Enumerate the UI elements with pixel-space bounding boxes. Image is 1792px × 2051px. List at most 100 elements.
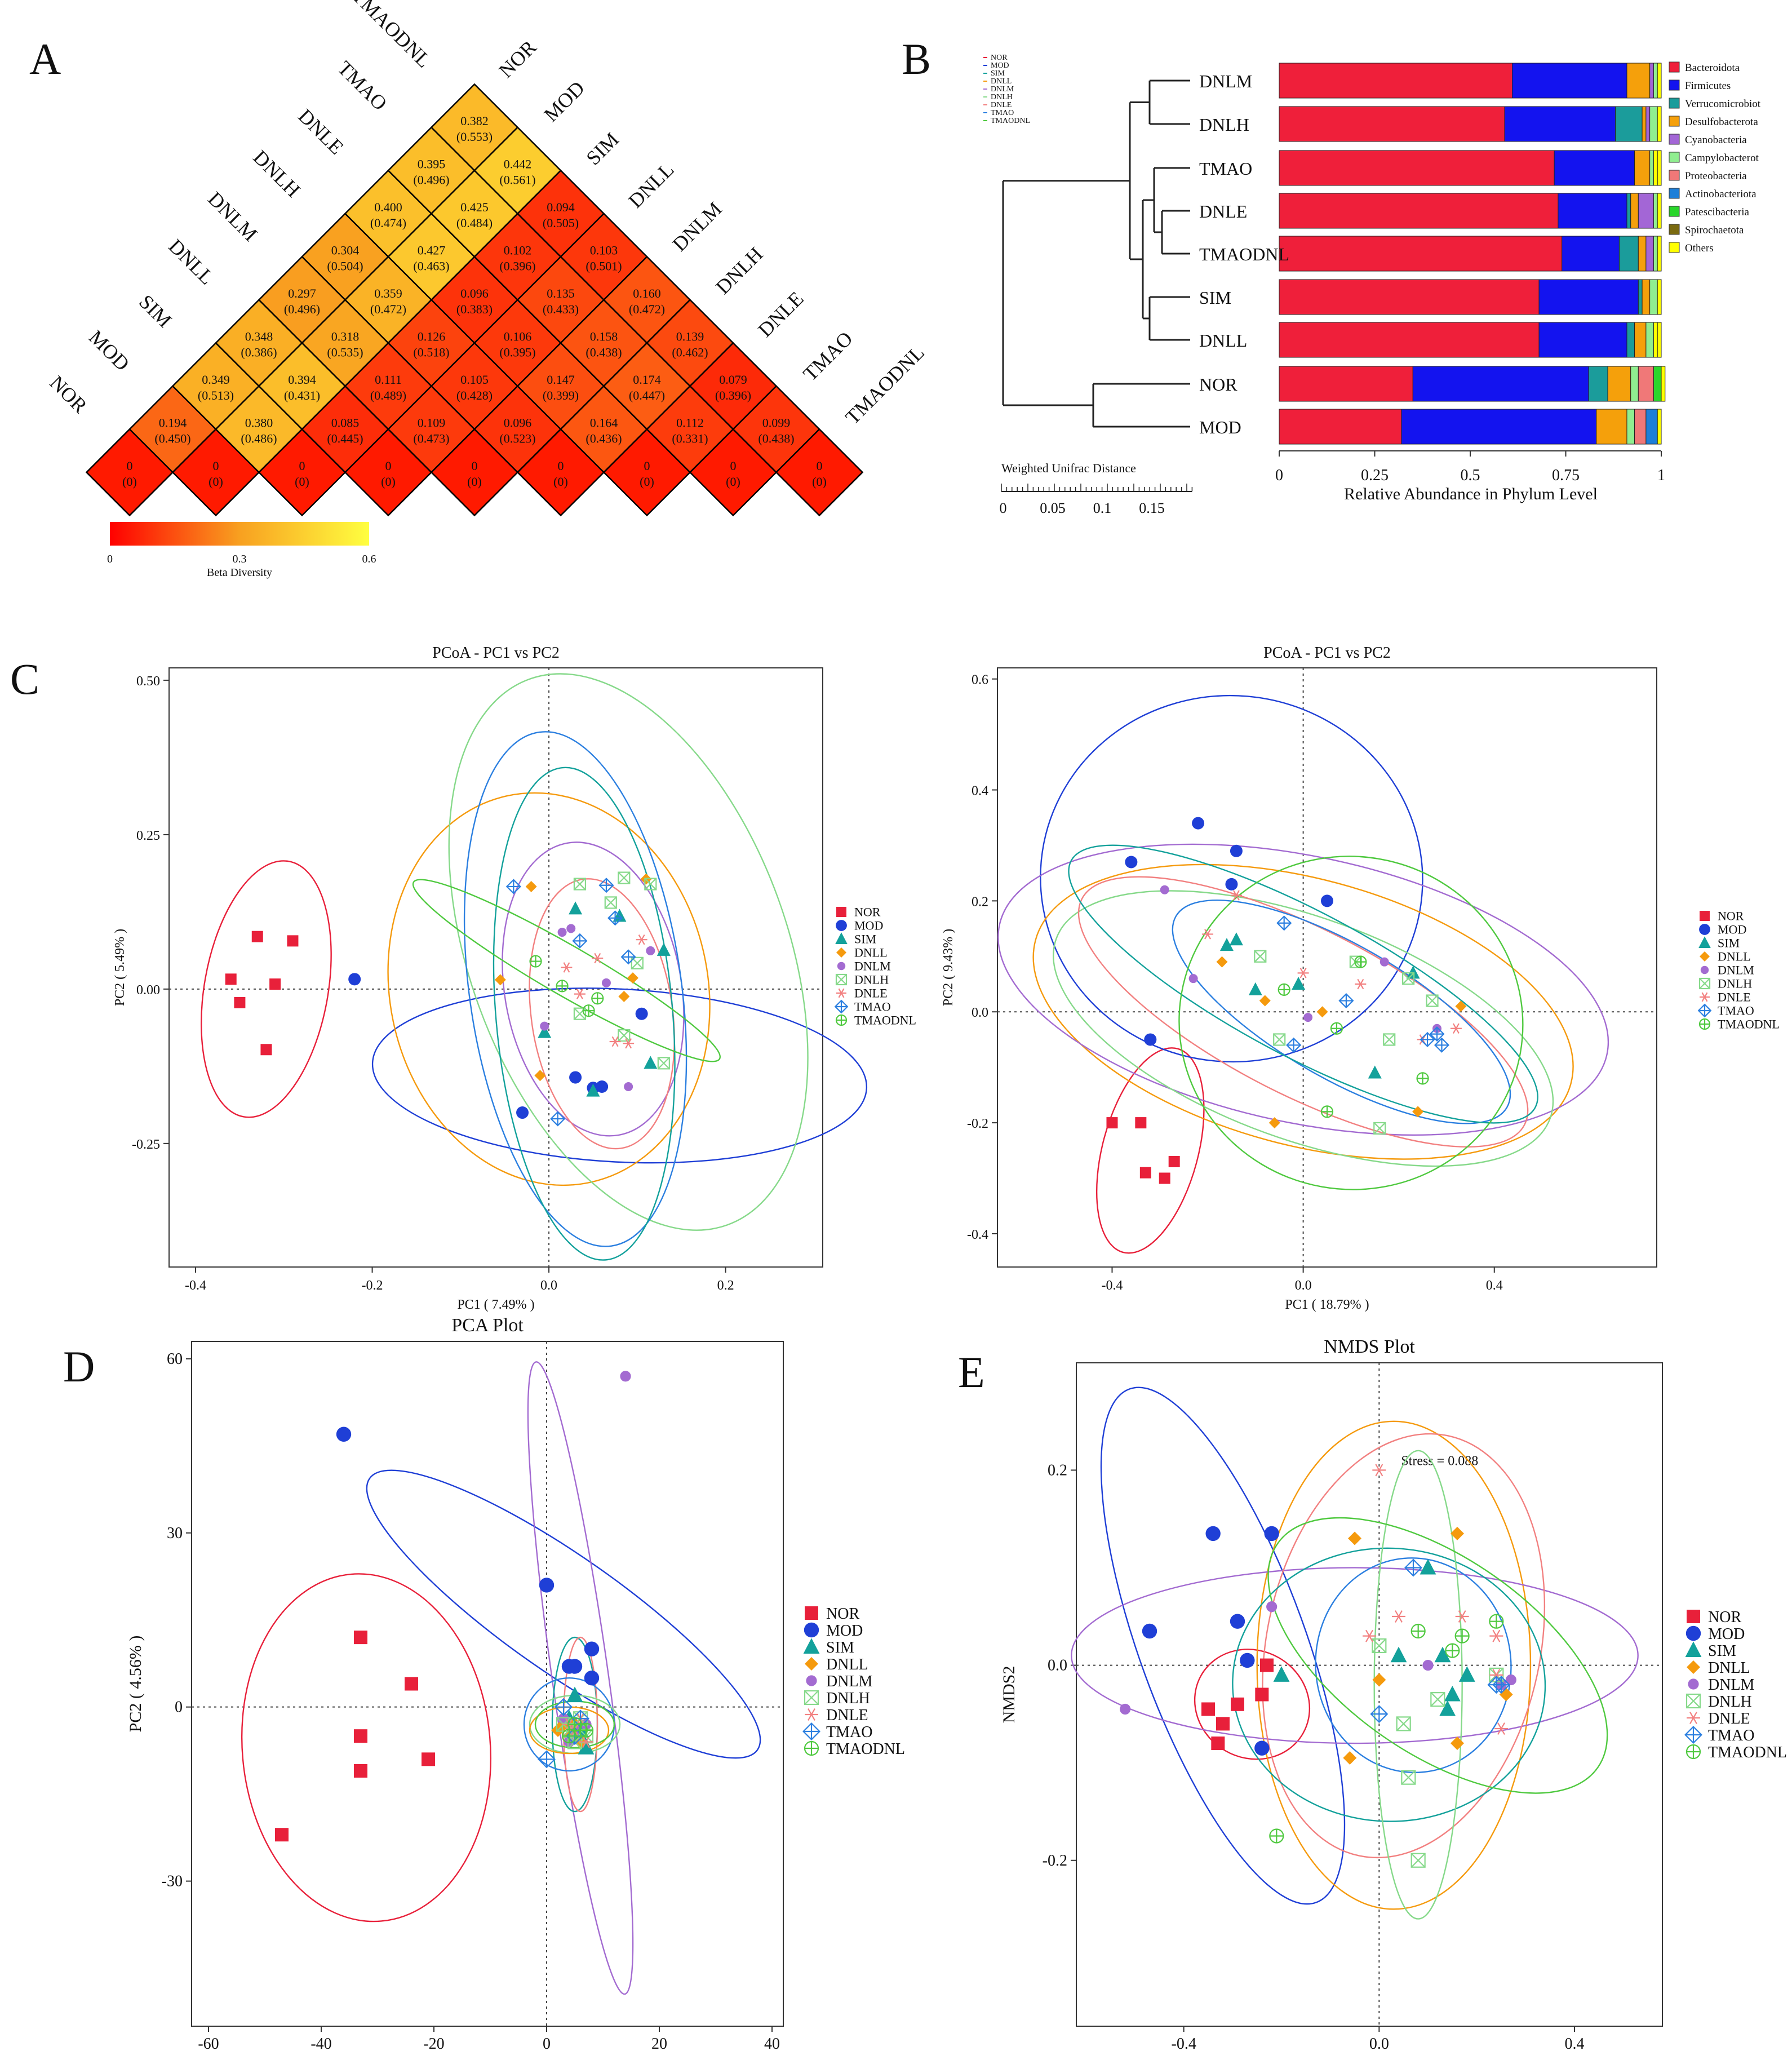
bar-segment xyxy=(1638,279,1643,315)
marker-triangle xyxy=(1273,1666,1290,1682)
legend-label: Bacteroidota xyxy=(1685,62,1740,74)
x-tick-label: 0.25 xyxy=(1361,467,1389,484)
y-tick-label: -0.4 xyxy=(967,1228,988,1242)
legend-label: DNLL xyxy=(1708,1659,1750,1677)
x-tick-label: 0.4 xyxy=(1565,2035,1585,2051)
marker-triangle xyxy=(1434,1646,1451,1663)
heatmap-cell-sd: (0.438) xyxy=(758,432,794,446)
marker-triangle xyxy=(566,1686,583,1703)
marker-circle-plus-cross xyxy=(1321,1106,1333,1118)
plot-title: NMDS Plot xyxy=(1324,1336,1415,1357)
marker-circle-plus-cross xyxy=(1489,1614,1503,1628)
legend-label: DNLM xyxy=(1718,963,1754,977)
colorbar-tick: 0.3 xyxy=(233,553,247,565)
marker-triangle xyxy=(1406,965,1420,979)
marker-asterisk xyxy=(1455,1610,1469,1623)
plot-frame xyxy=(997,667,1657,1268)
panel-letter-a: A xyxy=(29,34,61,83)
heatmap-cell-value: 0.094 xyxy=(547,200,575,214)
marker-square xyxy=(405,1677,418,1691)
x-tick-label: 0 xyxy=(1275,467,1283,484)
legend-label: DNLE xyxy=(1718,990,1751,1004)
marker-asterisk xyxy=(1392,1610,1405,1623)
heatmap-cell-value: 0 xyxy=(385,459,392,473)
marker-circle xyxy=(516,1106,529,1119)
confidence-ellipse-nor xyxy=(201,860,332,1118)
heatmap-cell-sd: (0.383) xyxy=(456,302,493,316)
legend-label: DNLH xyxy=(854,973,889,987)
marker-triangle xyxy=(1368,1065,1382,1079)
bar-segment xyxy=(1645,409,1658,445)
heatmap-cell-value: 0.112 xyxy=(676,416,704,430)
x-tick-label: -60 xyxy=(198,2035,219,2051)
heatmap-cell-sd: (0.474) xyxy=(370,216,406,230)
bar-segment xyxy=(1615,106,1643,142)
heatmap-cell-sd: (0.561) xyxy=(499,173,535,187)
y-axis-label: PC2 ( 5.49% ) xyxy=(113,929,127,1006)
confidence-ellipse-dnle xyxy=(1077,876,1529,1148)
bar-segment xyxy=(1638,236,1647,272)
bar-segment xyxy=(1653,322,1658,358)
panel-letter-c: C xyxy=(10,654,40,703)
x-tick-label: 0.0 xyxy=(540,1278,557,1293)
confidence-ellipse-tmaodnl xyxy=(412,879,721,1062)
marker-circle-plus-cross xyxy=(836,1015,846,1025)
confidence-ellipse-dnlh xyxy=(448,673,809,1231)
marker-circle-plus-cross xyxy=(592,993,604,1004)
marker-triangle xyxy=(1390,1646,1407,1663)
x-tick-label: -20 xyxy=(423,2035,444,2051)
marker-asterisk xyxy=(609,1036,621,1047)
y-tick-label: 0.00 xyxy=(136,983,160,998)
legend-label: Actinobacteriota xyxy=(1685,188,1756,200)
legend-label: MOD xyxy=(826,1622,863,1640)
marker-square xyxy=(836,907,846,917)
legend-label: TMAO xyxy=(854,1000,891,1014)
bar-segment xyxy=(1562,236,1620,272)
marker-circle xyxy=(1142,1623,1157,1639)
legend-label: Proteobacteria xyxy=(1685,170,1747,182)
marker-triangle xyxy=(578,1739,595,1755)
legend-swatch xyxy=(1669,170,1680,181)
heatmap-label-right: SIM xyxy=(582,128,623,170)
heatmap-cell-value: 0.126 xyxy=(418,330,446,344)
marker-dot xyxy=(1266,1601,1278,1613)
marker-dot xyxy=(1120,1703,1131,1715)
y-tick-label: -0.2 xyxy=(1043,1852,1067,1870)
heatmap-cell-value: 0.109 xyxy=(418,416,446,430)
tree-scale-title: Weighted Unifrac Distance xyxy=(1001,461,1136,475)
legend-label: NOR xyxy=(1718,909,1744,923)
scatter-c-right: -0.4 0.0 0.4 -0.4 -0.2 0.0 0.2 0.4 0.6 PCoA - PC1… xyxy=(941,644,1780,1312)
heatmap-cell-value: 0.395 xyxy=(418,157,446,171)
heatmap-cell-sd: (0.523) xyxy=(499,432,535,446)
bar-segment xyxy=(1279,279,1540,315)
marker-circle xyxy=(1699,924,1710,935)
bar-category-label: MOD xyxy=(1199,417,1241,437)
marker-diamond xyxy=(1455,1000,1467,1012)
heatmap-cell-value: 0.297 xyxy=(288,286,316,300)
mini-legend-label: DNLE xyxy=(991,101,1012,109)
marker-diamond xyxy=(1451,1526,1464,1540)
marker-diamond-plus-cross xyxy=(573,934,587,948)
legend-label: TMAO xyxy=(826,1724,872,1741)
legend-label: DNLM xyxy=(1708,1676,1755,1694)
legend-label: NOR xyxy=(826,1605,859,1623)
marker-asterisk xyxy=(636,934,647,945)
marker-circle xyxy=(1144,1033,1157,1046)
marker-circle xyxy=(596,1080,609,1093)
legend-swatch xyxy=(1669,206,1680,217)
legend-swatch xyxy=(1669,134,1680,145)
heatmap-cell-sd: (0.535) xyxy=(327,345,363,360)
bar-segment xyxy=(1634,150,1651,186)
marker-boxx-cross xyxy=(605,896,617,909)
marker-boxx xyxy=(631,956,644,969)
heatmap-cell-value: 0.096 xyxy=(504,416,532,430)
marker-square xyxy=(1687,1610,1700,1623)
y-tick-label: 30 xyxy=(167,1525,183,1542)
bar-segment xyxy=(1657,150,1662,186)
bar-segment xyxy=(1630,193,1639,229)
bar-segment xyxy=(1538,322,1627,358)
colorbar-label: Beta Diversity xyxy=(207,566,272,579)
confidence-ellipse-dnlm xyxy=(527,1361,634,1995)
bar-segment xyxy=(1504,106,1616,142)
